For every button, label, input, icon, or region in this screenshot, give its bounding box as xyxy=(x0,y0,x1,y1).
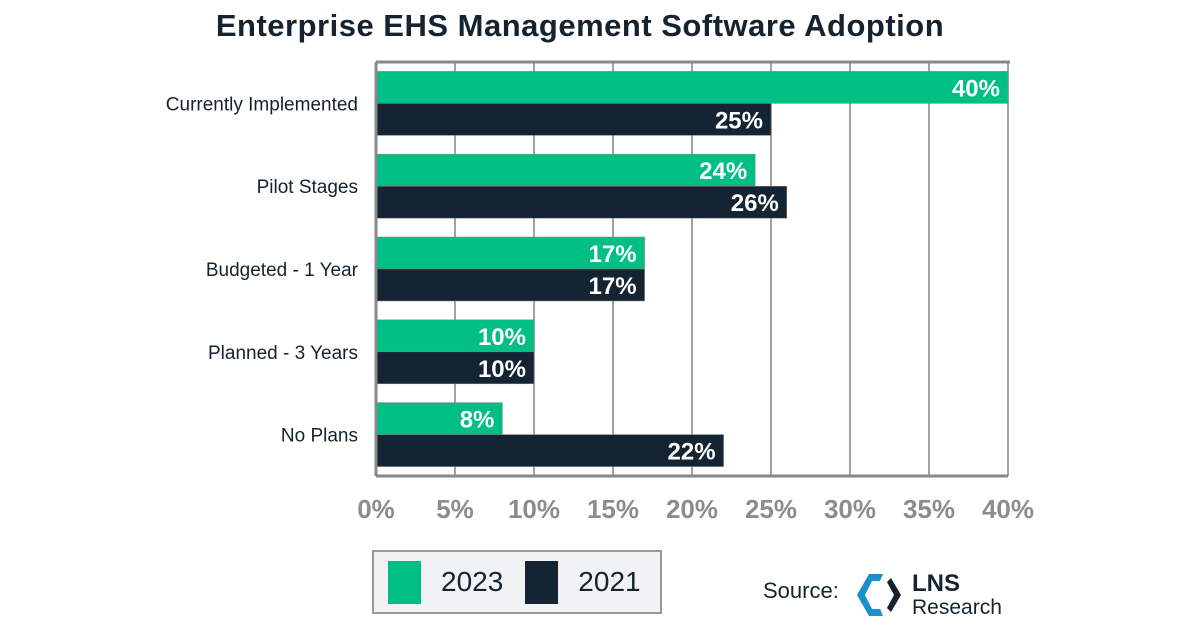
bar-2023 xyxy=(375,153,756,187)
bar-2021 xyxy=(375,351,535,385)
x-tick-label: 25% xyxy=(745,494,797,524)
x-tick-label: 30% xyxy=(824,494,876,524)
bar-2023 xyxy=(375,71,1009,104)
logo-text-research: Research xyxy=(912,596,1002,619)
bar-2021 xyxy=(375,103,772,136)
x-tick-label: 15% xyxy=(587,494,639,524)
x-tick-label: 35% xyxy=(903,494,955,524)
category-label: Currently Implemented xyxy=(166,94,358,115)
data-label: 10% xyxy=(478,324,526,351)
legend: 2023 2021 xyxy=(372,550,662,614)
data-label: 22% xyxy=(668,439,716,466)
data-label: 8% xyxy=(460,407,495,434)
source-label: Source: xyxy=(763,578,839,603)
logo-text-lns: LNS xyxy=(912,570,960,597)
bar-2021 xyxy=(375,185,788,219)
data-label: 25% xyxy=(715,107,763,134)
x-tick-label: 0% xyxy=(357,494,395,524)
data-label: 17% xyxy=(589,273,637,300)
data-label: 10% xyxy=(478,356,526,383)
bar-2023 xyxy=(375,236,645,270)
data-label: 24% xyxy=(699,158,747,185)
category-label: Planned - 3 Years xyxy=(208,343,358,364)
x-tick-label: 20% xyxy=(666,494,718,524)
x-tick-label: 10% xyxy=(508,494,560,524)
bar-2021 xyxy=(375,268,645,302)
x-tick-label: 5% xyxy=(436,494,474,524)
data-label: 40% xyxy=(952,75,1000,102)
data-label: 17% xyxy=(589,241,637,268)
category-label: Pilot Stages xyxy=(257,177,358,198)
legend-swatch-2023 xyxy=(388,560,421,604)
lns-logo-icon xyxy=(857,574,901,616)
bar-2021 xyxy=(375,434,724,467)
legend-swatch-2021 xyxy=(525,560,559,604)
category-label: Budgeted - 1 Year xyxy=(206,260,359,281)
x-tick-label: 40% xyxy=(982,494,1034,524)
data-label: 26% xyxy=(731,190,779,217)
chart-title: Enterprise EHS Management Software Adopt… xyxy=(215,8,945,43)
legend-label-2021: 2021 xyxy=(578,566,641,597)
legend-label-2023: 2023 xyxy=(441,566,504,597)
category-label: No Plans xyxy=(281,426,358,447)
